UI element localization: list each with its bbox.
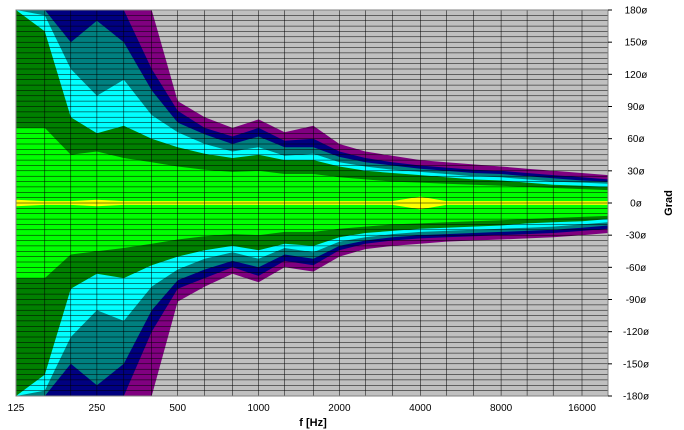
x-tick-label: 4000 bbox=[409, 403, 432, 414]
x-tick-label: 500 bbox=[169, 403, 186, 414]
x-tick-label: 8000 bbox=[490, 403, 513, 414]
y-tick-label: -30ø bbox=[626, 231, 647, 242]
x-tick-labels: 125 250 500 1000 2000 4000 8000 16000 bbox=[8, 403, 597, 414]
y-tick-label: 30ø bbox=[627, 166, 644, 177]
y-tick-label: -90ø bbox=[626, 295, 647, 306]
y-tick-label: 120ø bbox=[625, 70, 648, 81]
x-axis-title: f [Hz] bbox=[299, 417, 327, 429]
y-tick-label: 0ø bbox=[630, 199, 642, 210]
y-tick-labels: 180ø 150ø 120ø 90ø 60ø 30ø 0ø -30ø -60ø -90ø -120ø… bbox=[608, 6, 649, 403]
x-tick-label: 1000 bbox=[247, 403, 270, 414]
x-tick-label: 250 bbox=[89, 403, 106, 414]
y-axis-title: Grad bbox=[663, 190, 675, 216]
y-tick-label: -60ø bbox=[626, 263, 647, 274]
y-tick-label: 150ø bbox=[625, 38, 648, 49]
x-tick-label: 16000 bbox=[568, 403, 596, 414]
y-tick-label: -120ø bbox=[623, 327, 649, 338]
y-tick-label: -180ø bbox=[623, 392, 649, 403]
y-tick-label: 60ø bbox=[627, 134, 644, 145]
y-tick-label: 90ø bbox=[627, 102, 644, 113]
y-tick-label: -150ø bbox=[623, 359, 649, 370]
y-tick-label: 180ø bbox=[625, 6, 648, 17]
x-tick-label: 125 bbox=[8, 403, 25, 414]
x-tick-label: 2000 bbox=[328, 403, 351, 414]
